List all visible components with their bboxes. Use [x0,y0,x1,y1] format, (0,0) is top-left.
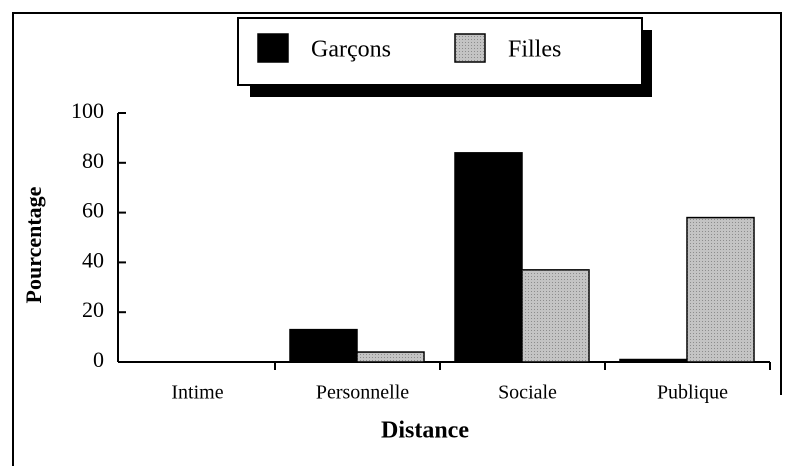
bar [454,152,523,363]
legend-label: Garçons [311,37,391,63]
bar [619,358,688,363]
frame [12,12,782,466]
y-tick-label: 100 [71,98,104,123]
x-tick-label: Intime [171,382,223,404]
y-tick-label: 0 [93,347,104,372]
legend-swatch [257,33,289,63]
legend-box [237,17,643,86]
bar [289,328,358,363]
y-tick-label: 20 [82,297,104,322]
bar-texture [687,217,754,362]
bar-texture [522,269,589,362]
legend-texture [455,34,485,62]
y-tick-label: 40 [82,247,104,272]
x-axis-title: Distance [381,418,469,444]
x-tick-label: Personnelle [316,382,409,404]
y-axis-title: Pourcentage [21,186,46,303]
legend-label: Filles [508,37,561,63]
y-tick-label: 60 [82,198,104,223]
bar-texture [357,352,424,362]
x-tick-label: Sociale [498,382,557,404]
y-tick-label: 80 [82,148,104,173]
x-tick-label: Publique [657,382,728,404]
